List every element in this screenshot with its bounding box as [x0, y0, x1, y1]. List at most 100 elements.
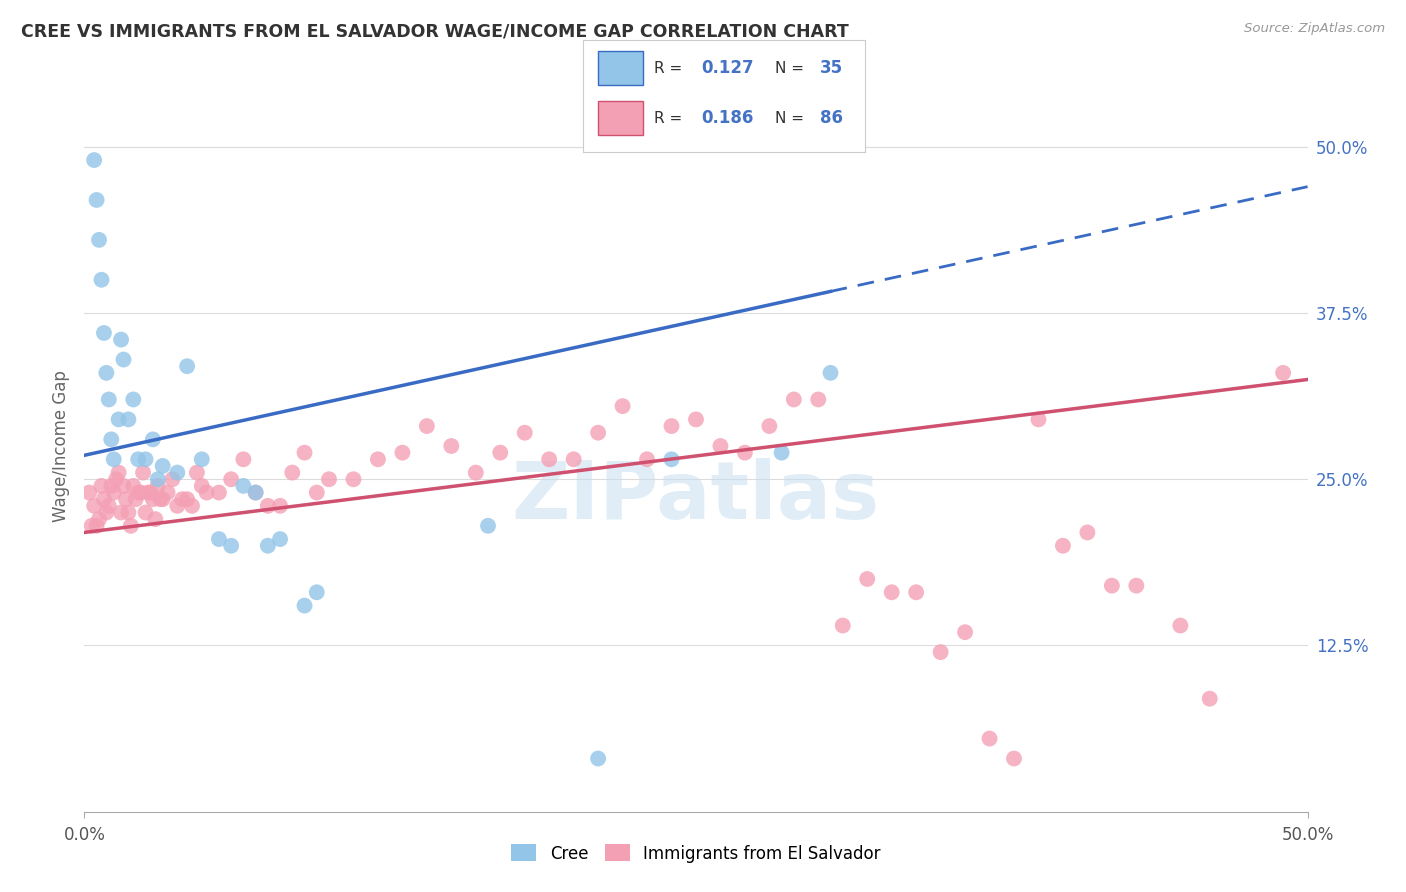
Point [195, 485, 218, 500]
Point [342, 472, 364, 486]
Point [112, 352, 135, 367]
Point [103, 485, 125, 500]
Point [166, 499, 188, 513]
Point [162, 472, 184, 486]
Point [115, 492, 138, 507]
Point [905, 585, 928, 599]
Point [107, 466, 129, 480]
Point [127, 485, 149, 500]
Point [416, 419, 439, 434]
Point [172, 492, 194, 507]
Point [208, 485, 231, 500]
Point [83, 153, 105, 167]
Point [87, 233, 110, 247]
Point [100, 433, 122, 447]
Point [122, 392, 145, 407]
Point [367, 452, 389, 467]
Point [770, 445, 793, 459]
Point [96, 506, 118, 520]
Point [107, 412, 129, 426]
Point [83, 499, 105, 513]
Point [636, 452, 658, 467]
Point [880, 585, 903, 599]
Y-axis label: Wage/Income Gap: Wage/Income Gap [52, 370, 70, 522]
Point [1198, 691, 1220, 706]
Point [166, 466, 188, 480]
Point [149, 492, 172, 507]
Point [1002, 751, 1025, 765]
Point [294, 445, 316, 459]
Text: 0.127: 0.127 [702, 59, 754, 77]
Point [257, 539, 280, 553]
Point [440, 439, 463, 453]
Point [110, 333, 132, 347]
Point [612, 399, 634, 413]
Point [77, 485, 100, 500]
Point [294, 599, 316, 613]
Point [125, 492, 148, 507]
Text: R =: R = [654, 111, 688, 126]
Point [120, 518, 142, 533]
Point [586, 751, 609, 765]
Point [464, 466, 486, 480]
Point [191, 452, 214, 467]
Point [807, 392, 830, 407]
Point [269, 499, 291, 513]
Point [219, 472, 242, 486]
Point [90, 273, 112, 287]
Point [93, 492, 115, 507]
Point [305, 485, 328, 500]
Text: 86: 86 [820, 109, 842, 128]
Point [93, 326, 115, 340]
Point [139, 485, 162, 500]
Point [1052, 539, 1074, 553]
Point [269, 532, 291, 546]
Text: Source: ZipAtlas.com: Source: ZipAtlas.com [1244, 22, 1385, 36]
Point [661, 452, 683, 467]
Point [80, 518, 103, 533]
Point [685, 412, 707, 426]
Point [112, 479, 135, 493]
Point [831, 618, 853, 632]
Point [929, 645, 952, 659]
Text: 35: 35 [820, 59, 842, 77]
Point [513, 425, 536, 440]
Text: N =: N = [775, 61, 808, 76]
Point [96, 366, 118, 380]
Point [156, 485, 179, 500]
Point [191, 479, 214, 493]
Point [1272, 366, 1295, 380]
Point [586, 425, 609, 440]
Point [97, 392, 120, 407]
Point [661, 419, 683, 434]
Point [245, 485, 267, 500]
Point [181, 499, 204, 513]
Point [122, 479, 145, 493]
Point [132, 466, 155, 480]
Point [110, 506, 132, 520]
Point [979, 731, 1001, 746]
Point [1170, 618, 1192, 632]
Point [176, 359, 198, 374]
Point [562, 452, 585, 467]
Point [305, 585, 328, 599]
Point [146, 479, 169, 493]
Point [146, 472, 169, 486]
Point [186, 466, 208, 480]
Point [90, 479, 112, 493]
Point [477, 518, 499, 533]
Point [232, 452, 254, 467]
Point [135, 506, 157, 520]
Point [538, 452, 561, 467]
Point [135, 452, 157, 467]
Point [105, 472, 128, 486]
Text: 0.186: 0.186 [702, 109, 754, 128]
Point [1076, 525, 1098, 540]
Point [489, 445, 512, 459]
Point [232, 479, 254, 493]
Point [117, 412, 139, 426]
Point [142, 492, 165, 507]
Point [758, 419, 780, 434]
Point [152, 492, 174, 507]
Point [318, 472, 340, 486]
